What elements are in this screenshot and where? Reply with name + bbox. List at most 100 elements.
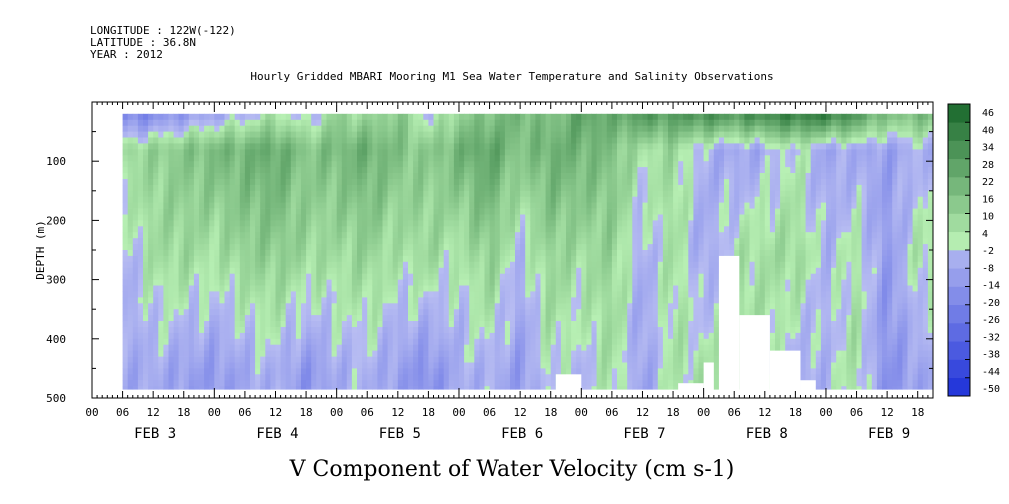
- heatmap-cell: [520, 232, 526, 239]
- heatmap-cell: [622, 380, 628, 387]
- heatmap-cell: [443, 291, 450, 298]
- heatmap-cell: [270, 356, 276, 363]
- heatmap-cell: [244, 190, 251, 198]
- heatmap-cell: [301, 226, 307, 233]
- heatmap-cell: [127, 291, 134, 298]
- heatmap-cell: [336, 332, 343, 340]
- heatmap-cell: [459, 309, 465, 316]
- heatmap-cell: [622, 244, 628, 251]
- heatmap-cell: [469, 285, 475, 292]
- heatmap-cell: [173, 173, 180, 180]
- heatmap-cell: [581, 350, 587, 357]
- heatmap-cell: [326, 338, 332, 346]
- heatmap-cell: [132, 143, 139, 150]
- heatmap-cell: [148, 137, 154, 144]
- heatmap-cell: [260, 179, 266, 186]
- heatmap-cell: [224, 291, 230, 298]
- heatmap-cell: [122, 374, 129, 381]
- heatmap-cell: [408, 149, 414, 156]
- heatmap-cell: [137, 309, 144, 316]
- heatmap-cell: [642, 137, 648, 144]
- heatmap-cell: [586, 119, 592, 127]
- heatmap-cell: [637, 232, 643, 239]
- heatmap-cell: [250, 273, 256, 280]
- heatmap-cell: [132, 315, 139, 322]
- heatmap-cell: [173, 315, 180, 322]
- heatmap-cell: [647, 190, 654, 198]
- heatmap-cell: [178, 267, 185, 275]
- heatmap-cell: [326, 238, 332, 245]
- heatmap-cell: [540, 279, 546, 286]
- heatmap-cell: [311, 386, 317, 390]
- heatmap-cell: [173, 285, 180, 292]
- heatmap-cell: [357, 261, 363, 269]
- heatmap-cell: [301, 279, 307, 286]
- heatmap-cell: [484, 279, 490, 286]
- heatmap-cell: [132, 137, 139, 144]
- heatmap-cell: [326, 350, 332, 357]
- heatmap-cell: [321, 327, 327, 334]
- heatmap-cell: [362, 386, 368, 390]
- heatmap-cell: [214, 368, 220, 375]
- heatmap-cell: [464, 137, 470, 144]
- heatmap-cell: [326, 386, 332, 390]
- heatmap-cell: [295, 255, 302, 263]
- heatmap-cell: [372, 309, 378, 316]
- heatmap-cell: [402, 214, 409, 221]
- heatmap-cell: [290, 368, 297, 375]
- heatmap-cell: [453, 291, 460, 298]
- heatmap-cell: [540, 386, 546, 390]
- heatmap-cell: [540, 196, 546, 203]
- heatmap-cell: [209, 338, 215, 346]
- heatmap-cell: [647, 113, 654, 121]
- heatmap-cell: [418, 368, 424, 375]
- heatmap-cell: [255, 344, 261, 351]
- heatmap-cell: [515, 332, 521, 340]
- heatmap-cell: [229, 179, 236, 186]
- heatmap-cell: [515, 173, 521, 180]
- heatmap-cell: [143, 374, 149, 381]
- heatmap-cell: [244, 202, 251, 209]
- heatmap-cell: [632, 332, 638, 340]
- heatmap-cell: [387, 143, 394, 150]
- heatmap-cell: [224, 374, 230, 381]
- heatmap-cell: [443, 285, 450, 292]
- heatmap-cell: [290, 344, 297, 351]
- heatmap-cell: [275, 303, 281, 310]
- heatmap-cell: [448, 368, 455, 375]
- heatmap-cell: [260, 238, 266, 245]
- heatmap-cell: [275, 149, 281, 156]
- heatmap-cell: [290, 125, 297, 132]
- heatmap-cell: [306, 386, 312, 390]
- heatmap-cell: [443, 250, 450, 257]
- heatmap-cell: [163, 137, 169, 144]
- heatmap-cell: [479, 362, 485, 369]
- heatmap-cell: [280, 214, 287, 221]
- heatmap-cell: [652, 220, 659, 227]
- heatmap-cell: [219, 238, 225, 245]
- heatmap-cell: [413, 196, 419, 203]
- heatmap-cell: [290, 238, 297, 245]
- heatmap-cell: [382, 315, 388, 322]
- heatmap-cell: [611, 238, 618, 245]
- heatmap-cell: [316, 350, 322, 357]
- heatmap-cell: [540, 184, 546, 192]
- heatmap-cell: [224, 232, 230, 239]
- heatmap-cell: [331, 309, 338, 316]
- heatmap-cell: [214, 149, 220, 156]
- heatmap-cell: [555, 297, 562, 304]
- heatmap-cells: [122, 113, 933, 390]
- heatmap-cell: [627, 350, 633, 357]
- heatmap-cell: [474, 356, 480, 363]
- heatmap-cell: [362, 291, 368, 298]
- heatmap-cell: [326, 255, 332, 263]
- heatmap-cell: [428, 309, 434, 316]
- heatmap-cell: [642, 309, 648, 316]
- heatmap-cell: [219, 232, 225, 239]
- heatmap-cell: [459, 267, 465, 275]
- heatmap-cell: [443, 261, 450, 269]
- heatmap-cell: [168, 291, 174, 298]
- heatmap-cell: [132, 167, 139, 174]
- heatmap-cell: [545, 273, 552, 280]
- heatmap-cell: [148, 125, 154, 132]
